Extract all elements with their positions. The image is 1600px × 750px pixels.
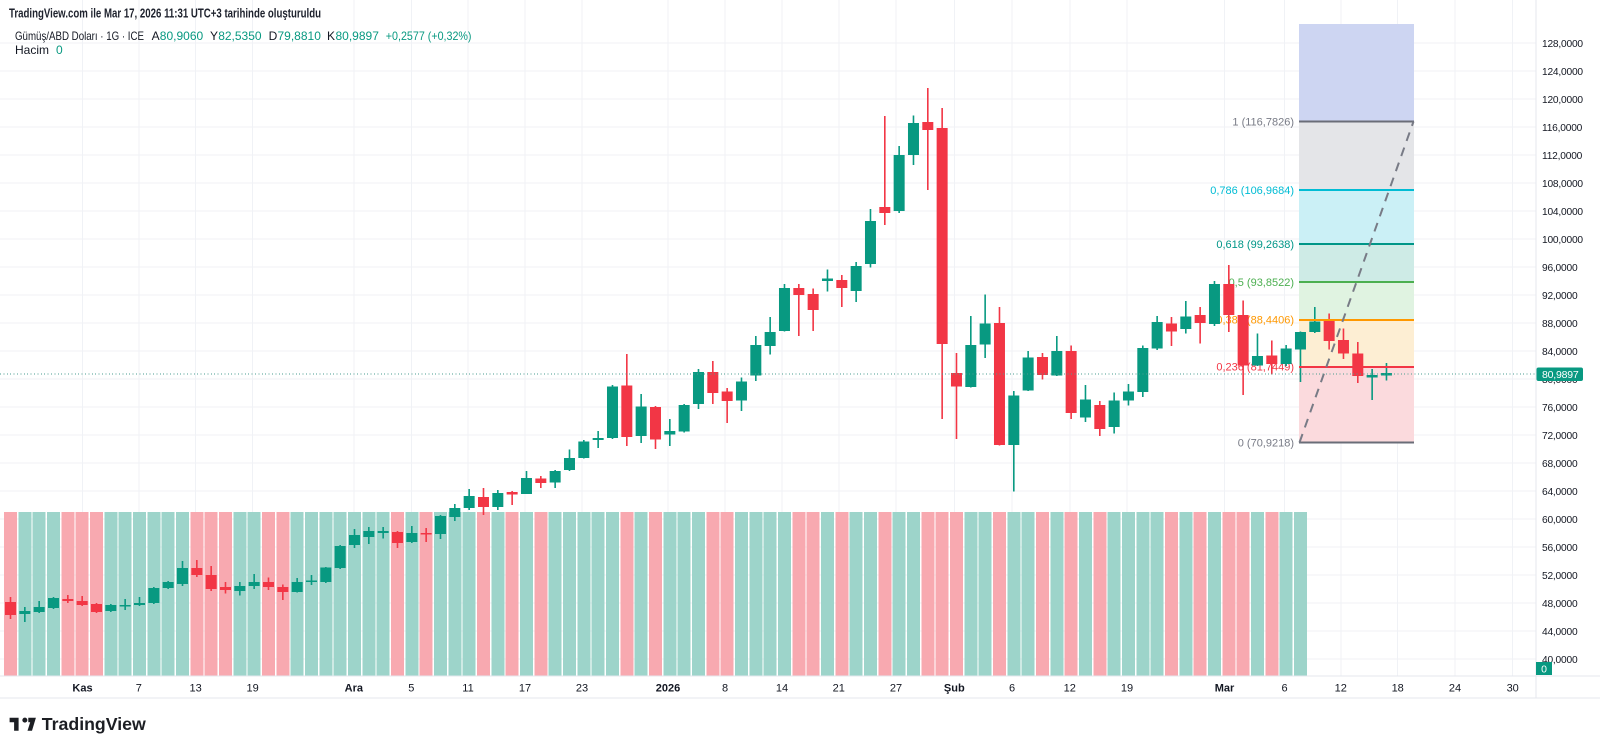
svg-text:A: A <box>152 29 160 43</box>
svg-text:120,0000: 120,0000 <box>1542 95 1583 106</box>
svg-text:Kas: Kas <box>72 683 92 695</box>
svg-text:0: 0 <box>1541 663 1547 675</box>
svg-text:17: 17 <box>519 683 531 695</box>
svg-text:0,618 (99,2638): 0,618 (99,2638) <box>1216 239 1294 251</box>
svg-text:6: 6 <box>1281 683 1287 695</box>
svg-text:11: 11 <box>462 683 473 695</box>
svg-text:18: 18 <box>1392 683 1404 695</box>
svg-text:72,0000: 72,0000 <box>1542 431 1578 442</box>
svg-text:27: 27 <box>890 683 902 695</box>
svg-text:6: 6 <box>1009 683 1015 695</box>
svg-text:19: 19 <box>246 683 258 695</box>
svg-text:30: 30 <box>1507 683 1519 695</box>
svg-text:14: 14 <box>776 683 788 695</box>
svg-text:Mar: Mar <box>1215 683 1235 695</box>
svg-text:79,8810: 79,8810 <box>278 29 322 43</box>
svg-text:13: 13 <box>189 683 201 695</box>
svg-text:24: 24 <box>1449 683 1461 695</box>
svg-text:Y: Y <box>210 29 218 43</box>
svg-text:Şub: Şub <box>944 683 965 695</box>
svg-text:TradingView: TradingView <box>42 714 146 734</box>
svg-text:60,0000: 60,0000 <box>1542 515 1578 526</box>
svg-text:0 (70,9218): 0 (70,9218) <box>1238 437 1294 449</box>
svg-text:56,0000: 56,0000 <box>1542 543 1578 554</box>
svg-text:0,382 (88,4406): 0,382 (88,4406) <box>1216 315 1294 327</box>
svg-text:1 (116,7826): 1 (116,7826) <box>1232 116 1294 128</box>
svg-text:92,0000: 92,0000 <box>1542 291 1578 302</box>
svg-text:80,9060: 80,9060 <box>160 29 204 43</box>
svg-text:21: 21 <box>833 683 845 695</box>
svg-text:88,0000: 88,0000 <box>1542 319 1578 330</box>
svg-text:116,0000: 116,0000 <box>1542 123 1583 134</box>
svg-text:5: 5 <box>408 683 414 695</box>
svg-text:0,786 (106,9684): 0,786 (106,9684) <box>1210 185 1294 197</box>
svg-text:23: 23 <box>576 683 588 695</box>
svg-text:2026: 2026 <box>656 683 680 695</box>
svg-text:40,0000: 40,0000 <box>1542 655 1578 666</box>
svg-text:7: 7 <box>136 683 142 695</box>
svg-text:+0,2577 (+0,32%): +0,2577 (+0,32%) <box>386 29 472 43</box>
svg-text:12: 12 <box>1064 683 1076 695</box>
svg-text:80,9897: 80,9897 <box>1542 369 1579 381</box>
svg-text:84,0000: 84,0000 <box>1542 347 1578 358</box>
svg-text:44,0000: 44,0000 <box>1542 627 1578 638</box>
svg-text:0: 0 <box>56 43 63 57</box>
svg-text:108,0000: 108,0000 <box>1542 179 1583 190</box>
svg-text:96,0000: 96,0000 <box>1542 263 1578 274</box>
svg-text:68,0000: 68,0000 <box>1542 459 1578 470</box>
svg-text:48,0000: 48,0000 <box>1542 599 1578 610</box>
svg-text:82,5350: 82,5350 <box>218 29 262 43</box>
svg-text:Hacim: Hacim <box>15 43 49 57</box>
svg-text:D: D <box>269 29 278 43</box>
svg-text:76,0000: 76,0000 <box>1542 403 1578 414</box>
svg-text:80,9897: 80,9897 <box>336 29 380 43</box>
svg-text:0,5 (93,8522): 0,5 (93,8522) <box>1229 277 1294 289</box>
svg-text:8: 8 <box>722 683 728 695</box>
svg-text:Ara: Ara <box>345 683 364 695</box>
svg-text:0,236 (81,7449): 0,236 (81,7449) <box>1216 362 1294 374</box>
svg-text:TradingView.com ile Mar 17, 20: TradingView.com ile Mar 17, 2026 11:31 U… <box>9 6 321 20</box>
svg-text:112,0000: 112,0000 <box>1542 151 1583 162</box>
svg-text:52,0000: 52,0000 <box>1542 571 1578 582</box>
svg-text:64,0000: 64,0000 <box>1542 487 1578 498</box>
svg-text:104,0000: 104,0000 <box>1542 207 1583 218</box>
svg-text:19: 19 <box>1121 683 1133 695</box>
svg-text:12: 12 <box>1335 683 1347 695</box>
svg-text:100,0000: 100,0000 <box>1542 235 1583 246</box>
svg-text:K: K <box>327 29 335 43</box>
svg-text:Gümüş/ABD Doları · 1G · ICE: Gümüş/ABD Doları · 1G · ICE <box>15 29 144 43</box>
svg-text:124,0000: 124,0000 <box>1542 67 1583 78</box>
svg-text:128,0000: 128,0000 <box>1542 39 1583 50</box>
